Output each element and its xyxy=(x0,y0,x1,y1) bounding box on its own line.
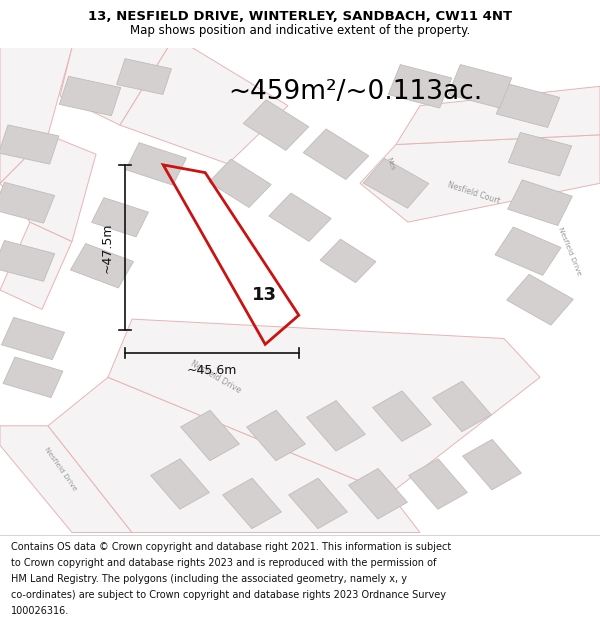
Polygon shape xyxy=(495,227,561,276)
Polygon shape xyxy=(125,142,187,185)
Polygon shape xyxy=(508,132,572,176)
Text: Map shows position and indicative extent of the property.: Map shows position and indicative extent… xyxy=(130,24,470,37)
Polygon shape xyxy=(3,357,63,398)
Polygon shape xyxy=(433,381,491,432)
Text: 13, NESFIELD DRIVE, WINTERLEY, SANDBACH, CW11 4NT: 13, NESFIELD DRIVE, WINTERLEY, SANDBACH,… xyxy=(88,11,512,24)
Text: ~47.5m: ~47.5m xyxy=(101,222,114,272)
Polygon shape xyxy=(409,459,467,509)
Polygon shape xyxy=(59,76,121,116)
Polygon shape xyxy=(0,241,55,281)
Polygon shape xyxy=(120,48,288,164)
Polygon shape xyxy=(0,135,96,241)
Polygon shape xyxy=(0,222,72,309)
Text: co-ordinates) are subject to Crown copyright and database rights 2023 Ordnance S: co-ordinates) are subject to Crown copyr… xyxy=(11,590,446,600)
Text: ~45.6m: ~45.6m xyxy=(187,364,237,377)
Polygon shape xyxy=(508,180,572,226)
Polygon shape xyxy=(92,198,148,237)
Polygon shape xyxy=(269,193,331,241)
Polygon shape xyxy=(0,426,132,532)
Polygon shape xyxy=(223,478,281,529)
Polygon shape xyxy=(108,319,540,494)
Polygon shape xyxy=(349,469,407,519)
Polygon shape xyxy=(116,59,172,94)
Polygon shape xyxy=(448,64,512,108)
Text: 13: 13 xyxy=(251,286,277,304)
Text: Contains OS data © Crown copyright and database right 2021. This information is : Contains OS data © Crown copyright and d… xyxy=(11,542,451,552)
Text: Nesfield Drive: Nesfield Drive xyxy=(557,226,583,276)
Polygon shape xyxy=(70,244,134,288)
Polygon shape xyxy=(373,391,431,441)
Polygon shape xyxy=(388,64,452,108)
Text: Nesfield Drive: Nesfield Drive xyxy=(189,359,243,396)
Polygon shape xyxy=(496,84,560,127)
Text: Nes: Nes xyxy=(385,156,395,171)
Text: Nesfield Court: Nesfield Court xyxy=(446,180,502,206)
Polygon shape xyxy=(360,135,600,222)
Polygon shape xyxy=(289,478,347,529)
Text: 100026316.: 100026316. xyxy=(11,606,69,616)
Text: Nesfield Drive: Nesfield Drive xyxy=(43,446,77,493)
Polygon shape xyxy=(247,410,305,461)
Polygon shape xyxy=(48,378,420,532)
Polygon shape xyxy=(0,182,55,223)
Polygon shape xyxy=(0,125,59,164)
Polygon shape xyxy=(60,48,168,125)
Polygon shape xyxy=(363,159,429,208)
Polygon shape xyxy=(0,48,72,183)
Polygon shape xyxy=(1,318,65,359)
Polygon shape xyxy=(303,129,369,179)
Polygon shape xyxy=(151,459,209,509)
Polygon shape xyxy=(209,159,271,208)
Polygon shape xyxy=(307,401,365,451)
Polygon shape xyxy=(243,100,309,151)
Text: ~459m²/~0.113ac.: ~459m²/~0.113ac. xyxy=(228,79,482,105)
Polygon shape xyxy=(181,410,239,461)
Text: to Crown copyright and database rights 2023 and is reproduced with the permissio: to Crown copyright and database rights 2… xyxy=(11,558,436,568)
Polygon shape xyxy=(506,274,574,325)
Polygon shape xyxy=(396,86,600,144)
Polygon shape xyxy=(320,239,376,282)
Text: HM Land Registry. The polygons (including the associated geometry, namely x, y: HM Land Registry. The polygons (includin… xyxy=(11,574,407,584)
Polygon shape xyxy=(463,439,521,490)
